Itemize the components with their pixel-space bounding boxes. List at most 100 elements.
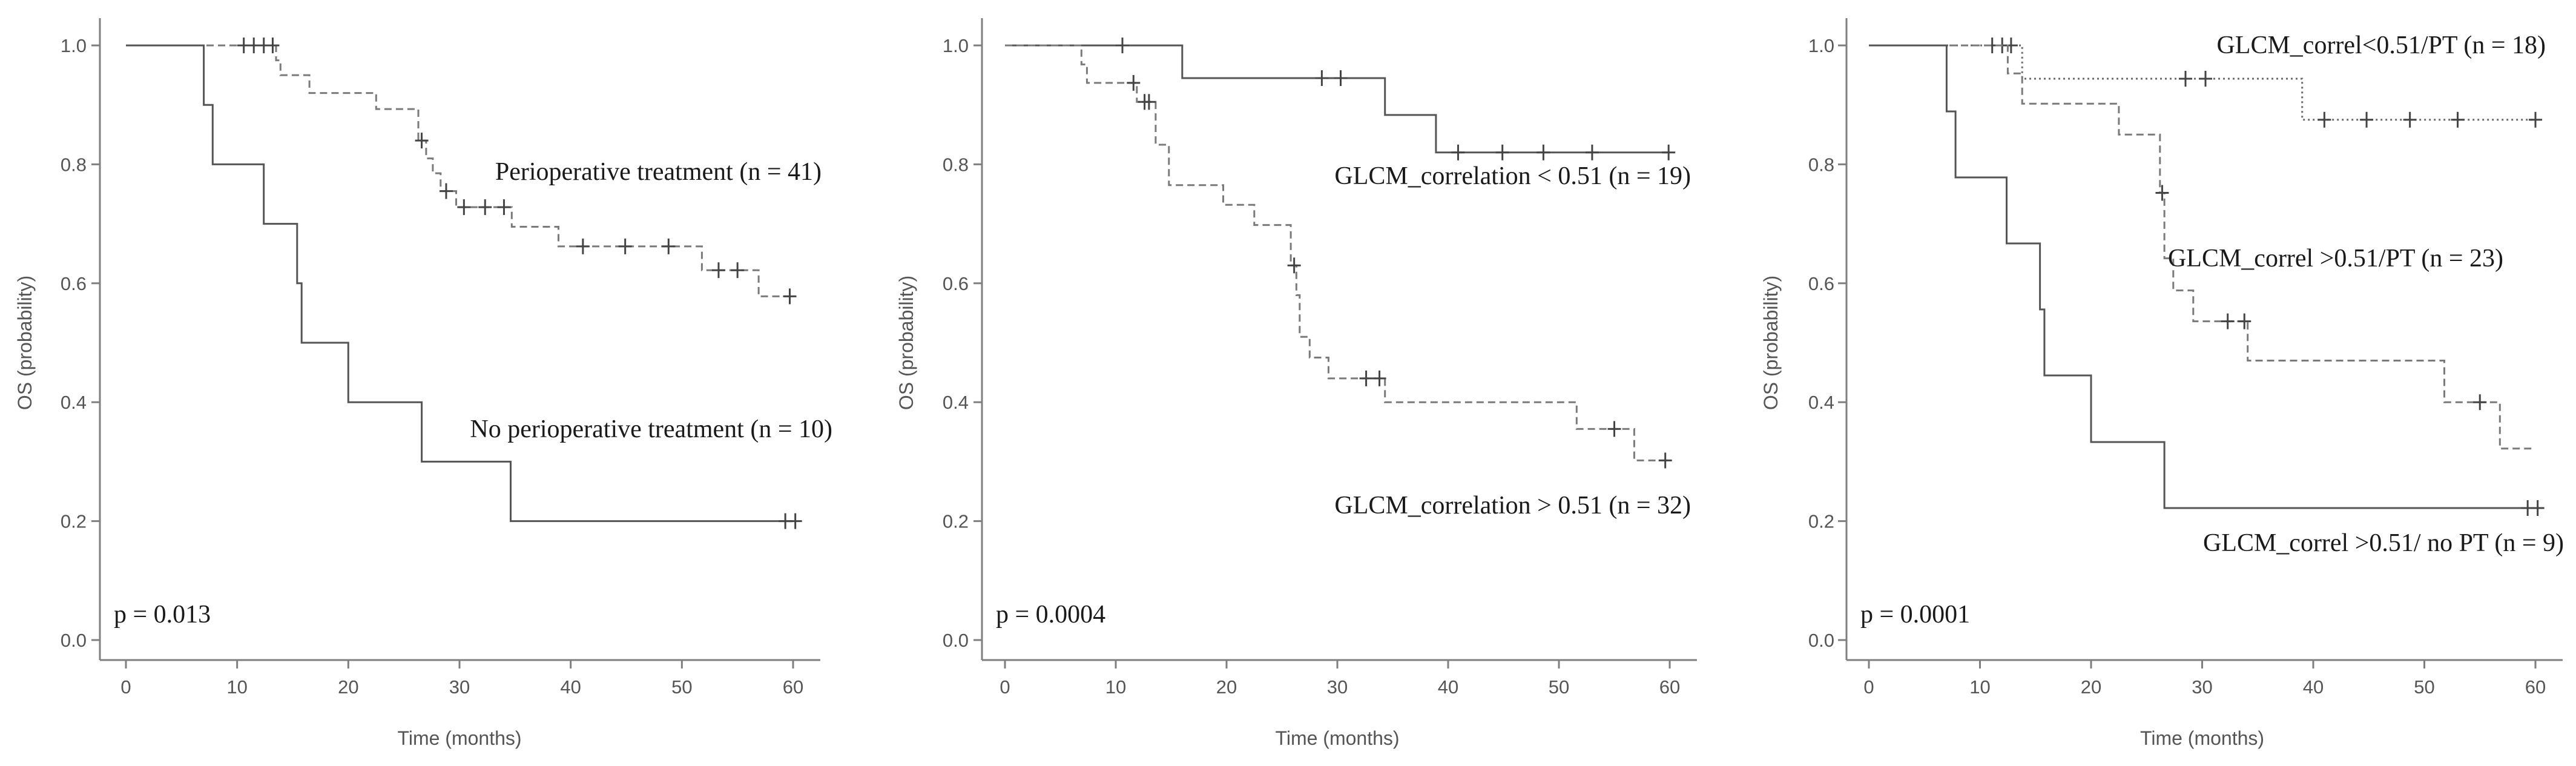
x-axis-title: Time (months)	[1275, 727, 1399, 749]
p-value-label: p = 0.0004	[996, 601, 1105, 629]
p-value-label: p = 0.013	[114, 601, 211, 629]
censor-mark	[731, 262, 745, 279]
y-axis-title: OS (probability)	[1760, 276, 1782, 410]
censor-mark	[711, 262, 725, 279]
x-tick-label: 60	[783, 676, 803, 698]
y-tick-label: 0.2	[1808, 511, 1834, 532]
series-label: GLCM_correl >0.51/ no PT (n = 9)	[2203, 529, 2564, 557]
y-tick-label: 0.6	[1808, 273, 1834, 294]
y-tick-label: 0.0	[61, 630, 87, 651]
y-tick-label: 0.2	[943, 511, 969, 532]
censor-mark	[2317, 111, 2331, 128]
x-tick-label: 20	[1216, 676, 1237, 698]
censor-mark	[2199, 70, 2213, 87]
x-tick-label: 20	[338, 676, 358, 698]
y-tick-label: 0.2	[61, 511, 87, 532]
censor-mark	[1658, 452, 1672, 469]
censor-mark	[1495, 144, 1509, 160]
km-curve-series-2	[1869, 44, 2535, 450]
series-label: GLCM_correlation < 0.51 (n = 19)	[1334, 162, 1691, 190]
x-tick-label: 30	[2192, 676, 2212, 698]
x-tick-label: 10	[1969, 676, 1990, 698]
censor-mark	[439, 183, 453, 199]
censor-mark	[1142, 94, 1156, 110]
censor-mark	[266, 38, 280, 53]
y-axis-title: OS (probability)	[14, 276, 36, 410]
x-tick-label: 0	[120, 676, 131, 698]
y-tick-label: 0.4	[1808, 392, 1834, 413]
x-tick-label: 60	[1659, 676, 1680, 698]
y-tick-label: 0.0	[1808, 630, 1834, 651]
x-tick-label: 30	[1327, 676, 1348, 698]
censor-mark	[1287, 257, 1301, 274]
y-tick-label: 0.6	[61, 273, 87, 294]
p-value-label: p = 0.0001	[1860, 601, 1970, 629]
series-label: No perioperative treatment (n = 10)	[470, 415, 832, 443]
x-tick-label: 0	[1000, 676, 1010, 698]
censor-mark	[1315, 70, 1329, 87]
censor-mark	[1127, 74, 1141, 91]
series-label: Perioperative treatment (n = 41)	[495, 158, 822, 186]
censor-mark	[2221, 313, 2235, 329]
x-tick-label: 0	[1863, 676, 1874, 698]
y-tick-label: 0.8	[1808, 154, 1834, 175]
series-label: GLCM_correl<0.51/PT (n = 18)	[2216, 31, 2546, 59]
km-panel-2: 0.0 0.2 0.4 0.6 0.8 1.0 0 10 20 30 40 50 60 Time (mon…	[895, 18, 1697, 749]
x-tick-label: 10	[1105, 676, 1126, 698]
censor-mark	[1607, 421, 1621, 437]
censor-mark	[1451, 144, 1465, 160]
censor-mark	[457, 199, 471, 216]
series-label: GLCM_correlation > 0.51 (n = 32)	[1334, 492, 1691, 520]
x-axis-title: Time (months)	[2140, 727, 2264, 749]
x-tick-label: 50	[1549, 676, 1569, 698]
censor-mark	[2473, 394, 2487, 411]
x-tick-label: 20	[2081, 676, 2101, 698]
x-tick-label: 10	[226, 676, 247, 698]
x-tick-label: 50	[671, 676, 692, 698]
km-curve-series-1	[1005, 44, 1670, 154]
censor-mark	[2451, 111, 2465, 128]
y-tick-label: 0.0	[943, 630, 969, 651]
censor-mark	[497, 199, 511, 216]
censor-mark	[2238, 313, 2252, 329]
censor-mark	[788, 513, 802, 529]
censor-mark	[576, 238, 590, 254]
y-tick-label: 1.0	[1808, 35, 1834, 56]
km-curve-series-2	[1005, 44, 1670, 461]
censor-mark	[2155, 185, 2169, 201]
censor-mark	[618, 238, 632, 254]
censor-mark	[415, 133, 429, 149]
y-tick-label: 0.6	[943, 273, 969, 294]
censor-mark	[1334, 70, 1348, 87]
km-curve-series-2	[126, 44, 793, 523]
km-panel-1: 0.0 0.2 0.4 0.6 0.8 1.0 0 10 20 30 40 50 60 Time (mon…	[14, 18, 832, 749]
y-tick-label: 1.0	[943, 35, 969, 56]
km-curve-series-3	[1869, 44, 2535, 509]
y-tick-label: 1.0	[61, 35, 87, 56]
censor-mark	[783, 288, 797, 305]
censor-mark	[662, 238, 676, 254]
censor-mark	[2531, 500, 2545, 516]
censor-mark	[1359, 370, 1373, 386]
series-label: GLCM_correl >0.51/PT (n = 23)	[2168, 245, 2503, 272]
censor-mark	[478, 199, 492, 216]
y-tick-label: 0.4	[943, 392, 969, 413]
x-tick-label: 60	[2525, 676, 2546, 698]
censor-mark	[1585, 144, 1599, 160]
censor-mark	[2178, 70, 2192, 87]
x-axis-title: Time (months)	[397, 727, 521, 749]
censor-mark	[1537, 144, 1550, 160]
x-tick-label: 40	[560, 676, 581, 698]
censor-mark	[1662, 144, 1676, 160]
censor-mark	[1372, 370, 1386, 386]
km-panel-3: 0.0 0.2 0.4 0.6 0.8 1.0 0 10 20 30 40 50 60 Time (mon…	[1760, 18, 2564, 749]
y-tick-label: 0.4	[61, 392, 87, 413]
x-tick-label: 30	[449, 676, 470, 698]
censor-mark	[2360, 111, 2374, 128]
y-tick-label: 0.8	[943, 154, 969, 175]
censor-mark	[2004, 38, 2018, 53]
x-tick-label: 40	[2303, 676, 2324, 698]
x-tick-label: 50	[2414, 676, 2434, 698]
y-tick-label: 0.8	[61, 154, 87, 175]
